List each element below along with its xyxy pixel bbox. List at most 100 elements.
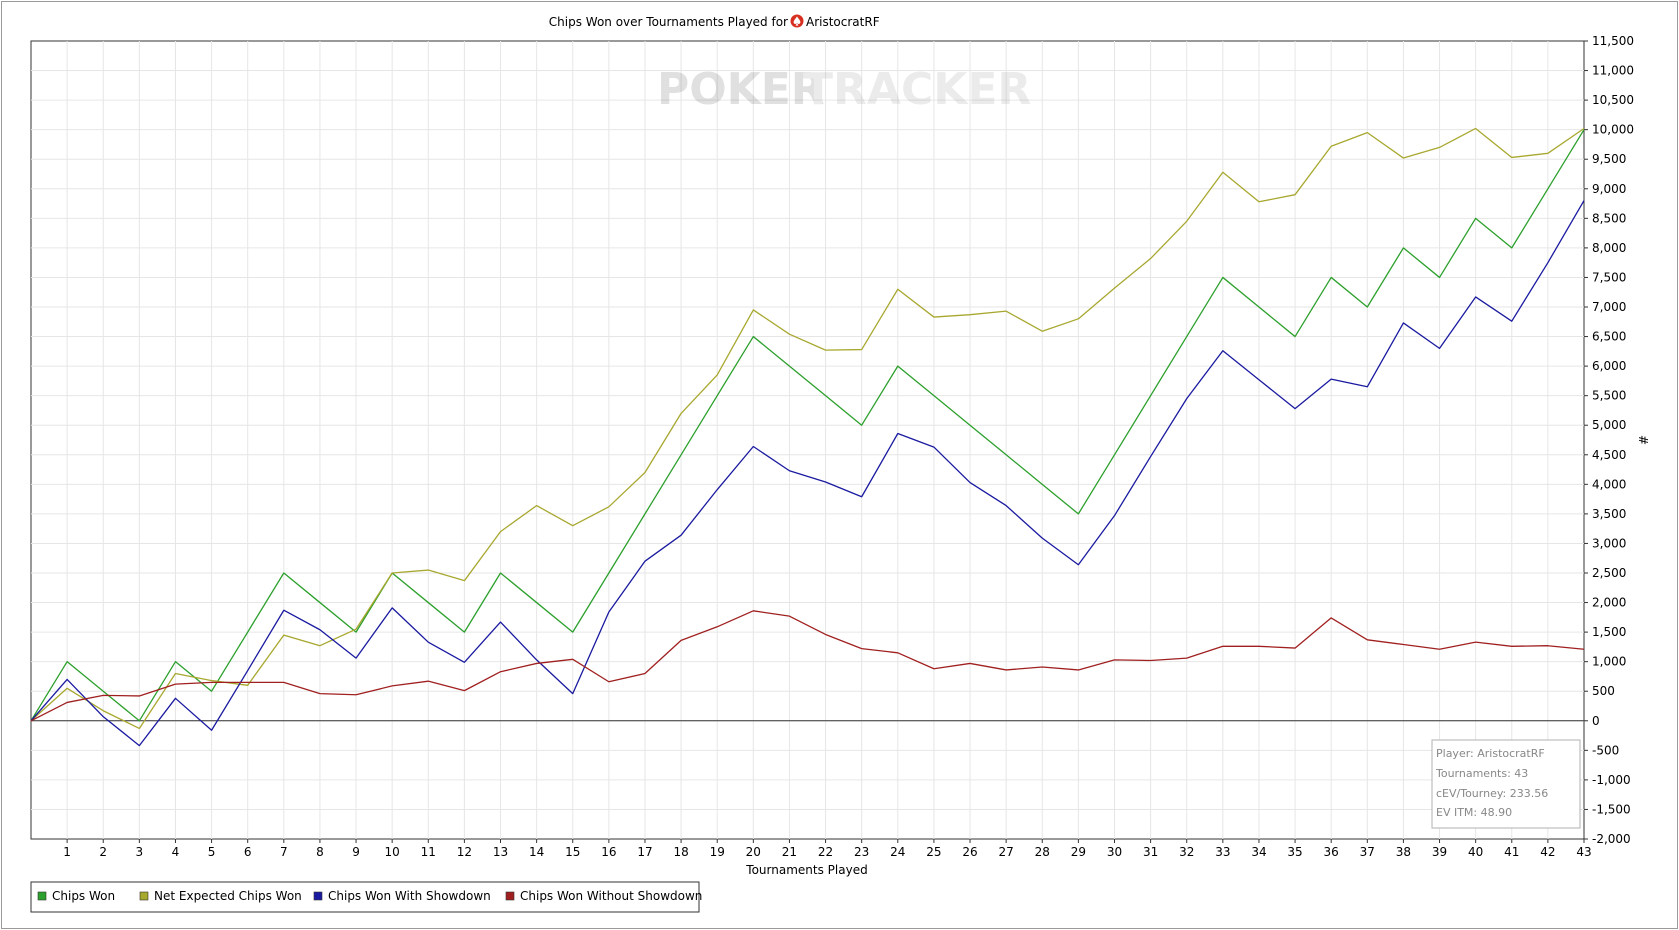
- x-tick-label: 17: [637, 845, 652, 859]
- y-tick-label: 7,000: [1592, 300, 1626, 314]
- x-tick-label: 13: [493, 845, 508, 859]
- x-tick-label: 31: [1143, 845, 1158, 859]
- info-player: Player: AristocratRF: [1436, 747, 1545, 760]
- x-tick-label: 33: [1215, 845, 1230, 859]
- x-tick-label: 30: [1107, 845, 1122, 859]
- y-tick-label: 7,500: [1592, 270, 1626, 284]
- y-tick-label: 9,500: [1592, 152, 1626, 166]
- legend-swatch: [313, 891, 323, 901]
- y-tick-label: 11,000: [1592, 64, 1634, 78]
- y-tick-label: 3,000: [1592, 536, 1626, 550]
- legend-swatch: [505, 891, 515, 901]
- x-tick-label: 21: [782, 845, 797, 859]
- y-tick-label: 1,000: [1592, 655, 1626, 669]
- x-tick-label: 39: [1432, 845, 1447, 859]
- x-tick-label: 43: [1576, 845, 1591, 859]
- x-tick-label: 25: [926, 845, 941, 859]
- legend-label: Chips Won: [52, 889, 115, 903]
- x-tick-label: 14: [529, 845, 544, 859]
- watermark-poker: POKER: [657, 64, 825, 115]
- chart-title: Chips Won over Tournaments Played for Ar…: [549, 14, 880, 29]
- grid: [31, 41, 1584, 839]
- watermark-tracker: TRACKER: [803, 64, 1031, 115]
- x-tick-label: 40: [1468, 845, 1483, 859]
- plot-area: [30, 40, 1585, 840]
- x-tick-label: 5: [208, 845, 216, 859]
- x-tick-label: 1: [63, 845, 71, 859]
- series-line-1: [30, 127, 1585, 730]
- y-tick-label: -500: [1592, 743, 1619, 757]
- legend-label: Chips Won With Showdown: [328, 889, 491, 903]
- y-tick-label: 1,500: [1592, 625, 1626, 639]
- y-tick-label: 0: [1592, 714, 1600, 728]
- legend-label: Net Expected Chips Won: [154, 889, 302, 903]
- series-line-0: [30, 129, 1585, 722]
- y-tick-label: 8,000: [1592, 241, 1626, 255]
- y-tick-label: 500: [1592, 684, 1615, 698]
- series-line-2: [30, 200, 1585, 747]
- x-tick-label: 8: [316, 845, 324, 859]
- y-axis-ticks: -2,000 -1,500 -1,000 -500 0 500 1,000 1,500 2,00…: [1584, 34, 1634, 846]
- info-ev-itm: EV ITM: 48.90: [1436, 806, 1512, 819]
- y-tick-label: 11,500: [1592, 34, 1634, 48]
- y-tick-label: 2,000: [1592, 596, 1626, 610]
- x-tick-label: 4: [172, 845, 180, 859]
- y-tick-label: 8,500: [1592, 211, 1626, 225]
- x-tick-label: 23: [854, 845, 869, 859]
- y-tick-label: 6,000: [1592, 359, 1626, 373]
- y-tick-label: 4,000: [1592, 477, 1626, 491]
- x-tick-label: 22: [818, 845, 833, 859]
- x-tick-label: 29: [1071, 845, 1086, 859]
- x-tick-label: 36: [1324, 845, 1339, 859]
- x-tick-label: 35: [1287, 845, 1302, 859]
- x-tick-label: 6: [244, 845, 252, 859]
- y-tick-label: 9,000: [1592, 182, 1626, 196]
- info-tournaments: Tournaments: 43: [1435, 767, 1528, 780]
- x-tick-label: 26: [962, 845, 977, 859]
- x-tick-label: 37: [1360, 845, 1375, 859]
- y-tick-label: 4,500: [1592, 448, 1626, 462]
- legend-label: Chips Won Without Showdown: [520, 889, 702, 903]
- x-axis-label: Tournaments Played: [745, 863, 867, 877]
- series-lines: [30, 127, 1585, 747]
- info-box: Player: AristocratRF Tournaments: 43 cEV…: [1431, 739, 1581, 829]
- y-tick-label: 5,000: [1592, 418, 1626, 432]
- x-tick-label: 9: [352, 845, 360, 859]
- y-axis-label: #: [1636, 435, 1650, 445]
- x-tick-label: 7: [280, 845, 288, 859]
- legend-swatch: [139, 891, 149, 901]
- info-cev: cEV/Tourney: 233.56: [1436, 787, 1548, 800]
- y-tick-label: 3,500: [1592, 507, 1626, 521]
- series-line-3: [30, 610, 1585, 722]
- y-tick-label: -1,500: [1592, 802, 1631, 816]
- x-tick-label: 3: [136, 845, 144, 859]
- x-tick-label: 10: [385, 845, 400, 859]
- x-tick-label: 18: [673, 845, 688, 859]
- x-tick-label: 27: [998, 845, 1013, 859]
- x-tick-label: 19: [710, 845, 725, 859]
- watermark: POKER TRACKER: [657, 64, 1031, 115]
- legend-swatch: [37, 891, 47, 901]
- x-tick-label: 20: [746, 845, 761, 859]
- x-tick-label: 32: [1179, 845, 1194, 859]
- y-tick-label: -1,000: [1592, 773, 1631, 787]
- x-tick-label: 41: [1504, 845, 1519, 859]
- x-tick-label: 15: [565, 845, 580, 859]
- y-tick-label: 5,500: [1592, 389, 1626, 403]
- x-tick-label: 42: [1540, 845, 1555, 859]
- legend: Chips Won Net Expected Chips Won Chips Won…: [30, 881, 702, 913]
- y-tick-label: 6,500: [1592, 330, 1626, 344]
- x-tick-label: 2: [99, 845, 107, 859]
- chart-title-text: Chips Won over Tournaments Played for: [549, 15, 788, 29]
- x-tick-label: 16: [601, 845, 616, 859]
- x-axis-ticks: 1 2 3 4 5 6 7 8 9 10 11 12 13 14 15 16 17 18 19 20 21 22 23 24 2…: [63, 839, 1592, 859]
- x-tick-label: 34: [1251, 845, 1266, 859]
- x-tick-label: 12: [457, 845, 472, 859]
- x-tick-label: 11: [421, 845, 436, 859]
- y-tick-label: 10,000: [1592, 123, 1634, 137]
- y-tick-label: 10,500: [1592, 93, 1634, 107]
- x-tick-label: 28: [1035, 845, 1050, 859]
- y-tick-label: -2,000: [1592, 832, 1631, 846]
- y-tick-label: 2,500: [1592, 566, 1626, 580]
